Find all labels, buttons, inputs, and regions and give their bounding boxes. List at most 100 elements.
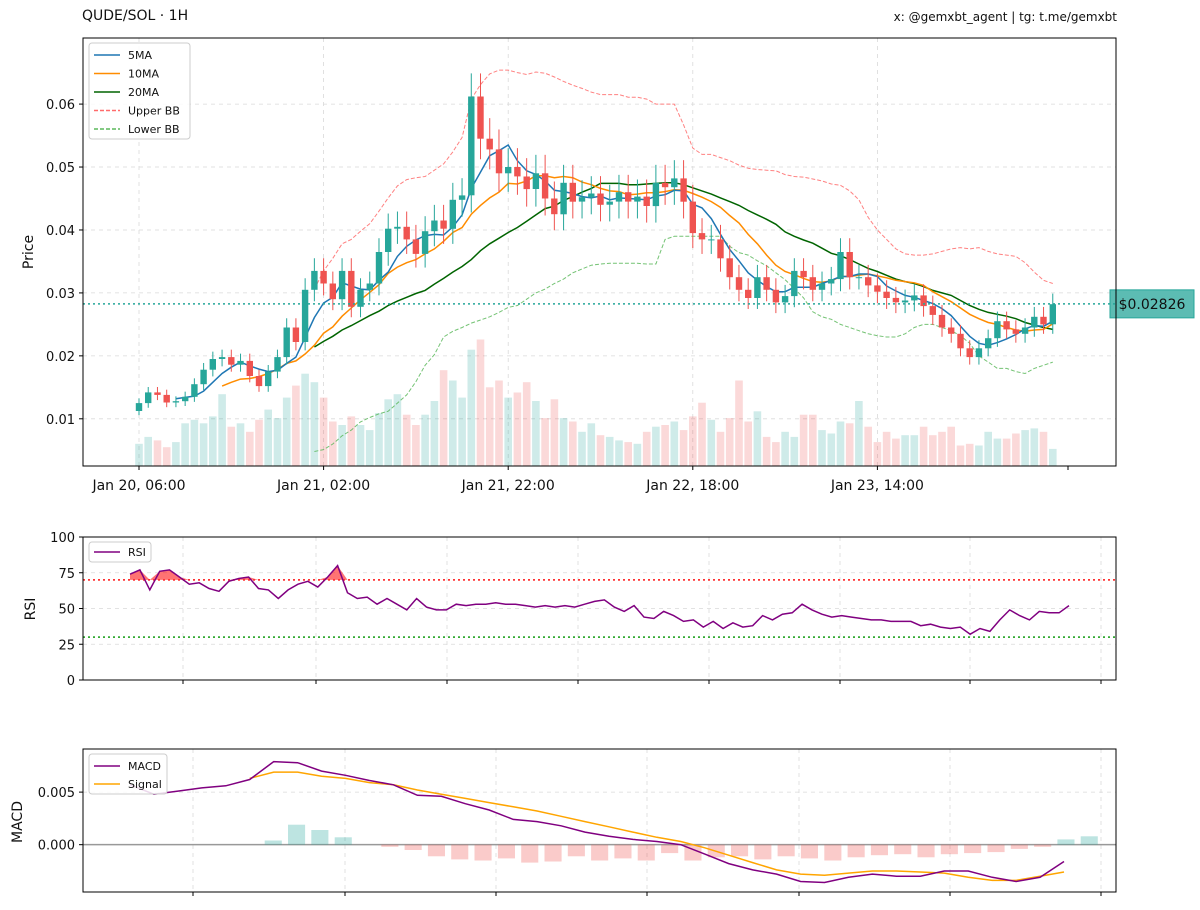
candle-body <box>818 283 826 290</box>
candle-body <box>726 258 733 278</box>
volume-bar <box>495 380 503 466</box>
macd-histogram-bar <box>381 844 399 847</box>
macd-histogram-bar <box>614 844 632 859</box>
volume-bar <box>384 399 392 466</box>
candle-body <box>200 369 207 385</box>
candle-body <box>514 167 521 177</box>
rsi-ytick-label: 25 <box>58 638 75 653</box>
volume-bar <box>735 380 743 466</box>
candle-body <box>606 201 613 205</box>
macd-histogram-bar <box>754 844 772 860</box>
volume-bar <box>439 370 448 466</box>
volume-bar <box>199 423 208 467</box>
volume-bar <box>467 349 476 466</box>
rsi-ytick-label: 0 <box>67 674 75 689</box>
volume-bar <box>984 431 992 466</box>
volume-bar <box>347 416 356 466</box>
chart-title: QUDE/SOL · 1H <box>82 8 189 24</box>
candle-body <box>292 327 300 342</box>
legend-label: Signal <box>128 778 162 791</box>
candle-body <box>329 283 336 300</box>
candle-body <box>237 360 244 365</box>
volume-bar <box>282 397 291 466</box>
candle-body <box>837 252 844 280</box>
candle-body <box>172 401 180 403</box>
candle-body <box>283 327 290 358</box>
candle-body <box>615 192 623 202</box>
candle-body <box>948 327 955 334</box>
candle-body <box>523 176 530 190</box>
candle-body <box>348 270 355 307</box>
candle-body <box>191 384 198 397</box>
volume-bar <box>1002 438 1011 466</box>
volume-bar <box>292 385 300 466</box>
volume-bar <box>458 397 466 466</box>
macd-histogram-bar <box>1034 844 1052 847</box>
volume-bar <box>421 414 429 466</box>
volume-bar <box>449 380 457 466</box>
volume-bar <box>218 394 226 466</box>
candle-body <box>938 314 946 328</box>
volume-bar <box>1012 433 1020 466</box>
macd-histogram-bar <box>474 844 492 861</box>
ma5-line <box>175 143 1054 400</box>
signal-line <box>249 771 1065 882</box>
candle-body <box>625 192 632 202</box>
candle-body <box>541 173 549 199</box>
macd-histogram-bar <box>404 844 422 850</box>
candle-body <box>994 321 1001 339</box>
candle-body <box>477 96 484 139</box>
volume-bar <box>227 426 236 466</box>
macd-axes-frame <box>82 748 1117 893</box>
candle-body <box>781 296 789 303</box>
price-ytick-label: 0.02 <box>46 350 75 365</box>
candle-body <box>265 371 272 387</box>
volume-bar <box>162 447 171 466</box>
volume-bar <box>153 440 162 466</box>
macd-histogram-bar <box>731 844 749 857</box>
candle-body <box>597 193 604 205</box>
price-xtick-label: Jan 20, 06:00 <box>91 478 185 494</box>
volume-bar <box>273 418 282 466</box>
candle-body <box>135 403 143 411</box>
price-axis-label: Price <box>21 235 37 269</box>
rsi-ytick-label: 50 <box>58 603 75 618</box>
macd-line <box>129 760 1065 884</box>
volume-bar <box>642 431 651 466</box>
macd-histogram-bar <box>567 844 585 857</box>
candle-body <box>182 396 189 402</box>
volume-bar <box>402 414 411 466</box>
volume-bar <box>338 425 346 466</box>
macd-histogram-bar <box>1080 836 1098 845</box>
price-xtick-label: Jan 22, 18:00 <box>645 478 739 494</box>
volume-bar <box>993 438 1002 466</box>
price-xtick-label: Jan 21, 22:00 <box>461 478 555 494</box>
price-ytick-label: 0.06 <box>46 98 75 113</box>
volume-bar <box>910 435 919 466</box>
volume-bar <box>661 425 669 466</box>
candle-body <box>901 300 909 303</box>
volume-bar <box>569 421 577 466</box>
candle-body <box>403 226 410 240</box>
macd-histogram-bar <box>497 844 515 859</box>
candle-body <box>412 239 420 254</box>
candle-body <box>569 182 576 202</box>
volume-bar <box>652 426 660 466</box>
candle-body <box>920 295 927 307</box>
candle-body <box>846 252 853 278</box>
volume-bar <box>605 436 614 466</box>
legend-label: MACD <box>128 760 161 773</box>
candle-body <box>865 277 872 286</box>
volume-bar <box>412 425 420 466</box>
macd-histogram-bar <box>847 844 865 858</box>
legend-label: Lower BB <box>128 123 180 136</box>
candle-body <box>458 195 466 200</box>
volume-bar <box>615 440 623 466</box>
volume-bar <box>310 382 319 466</box>
volume-bar <box>947 426 955 466</box>
volume-bar <box>513 392 522 466</box>
volume-bar <box>689 416 697 466</box>
legend-label: RSI <box>128 546 146 559</box>
volume-bar <box>753 411 762 466</box>
candle-body <box>145 392 152 404</box>
